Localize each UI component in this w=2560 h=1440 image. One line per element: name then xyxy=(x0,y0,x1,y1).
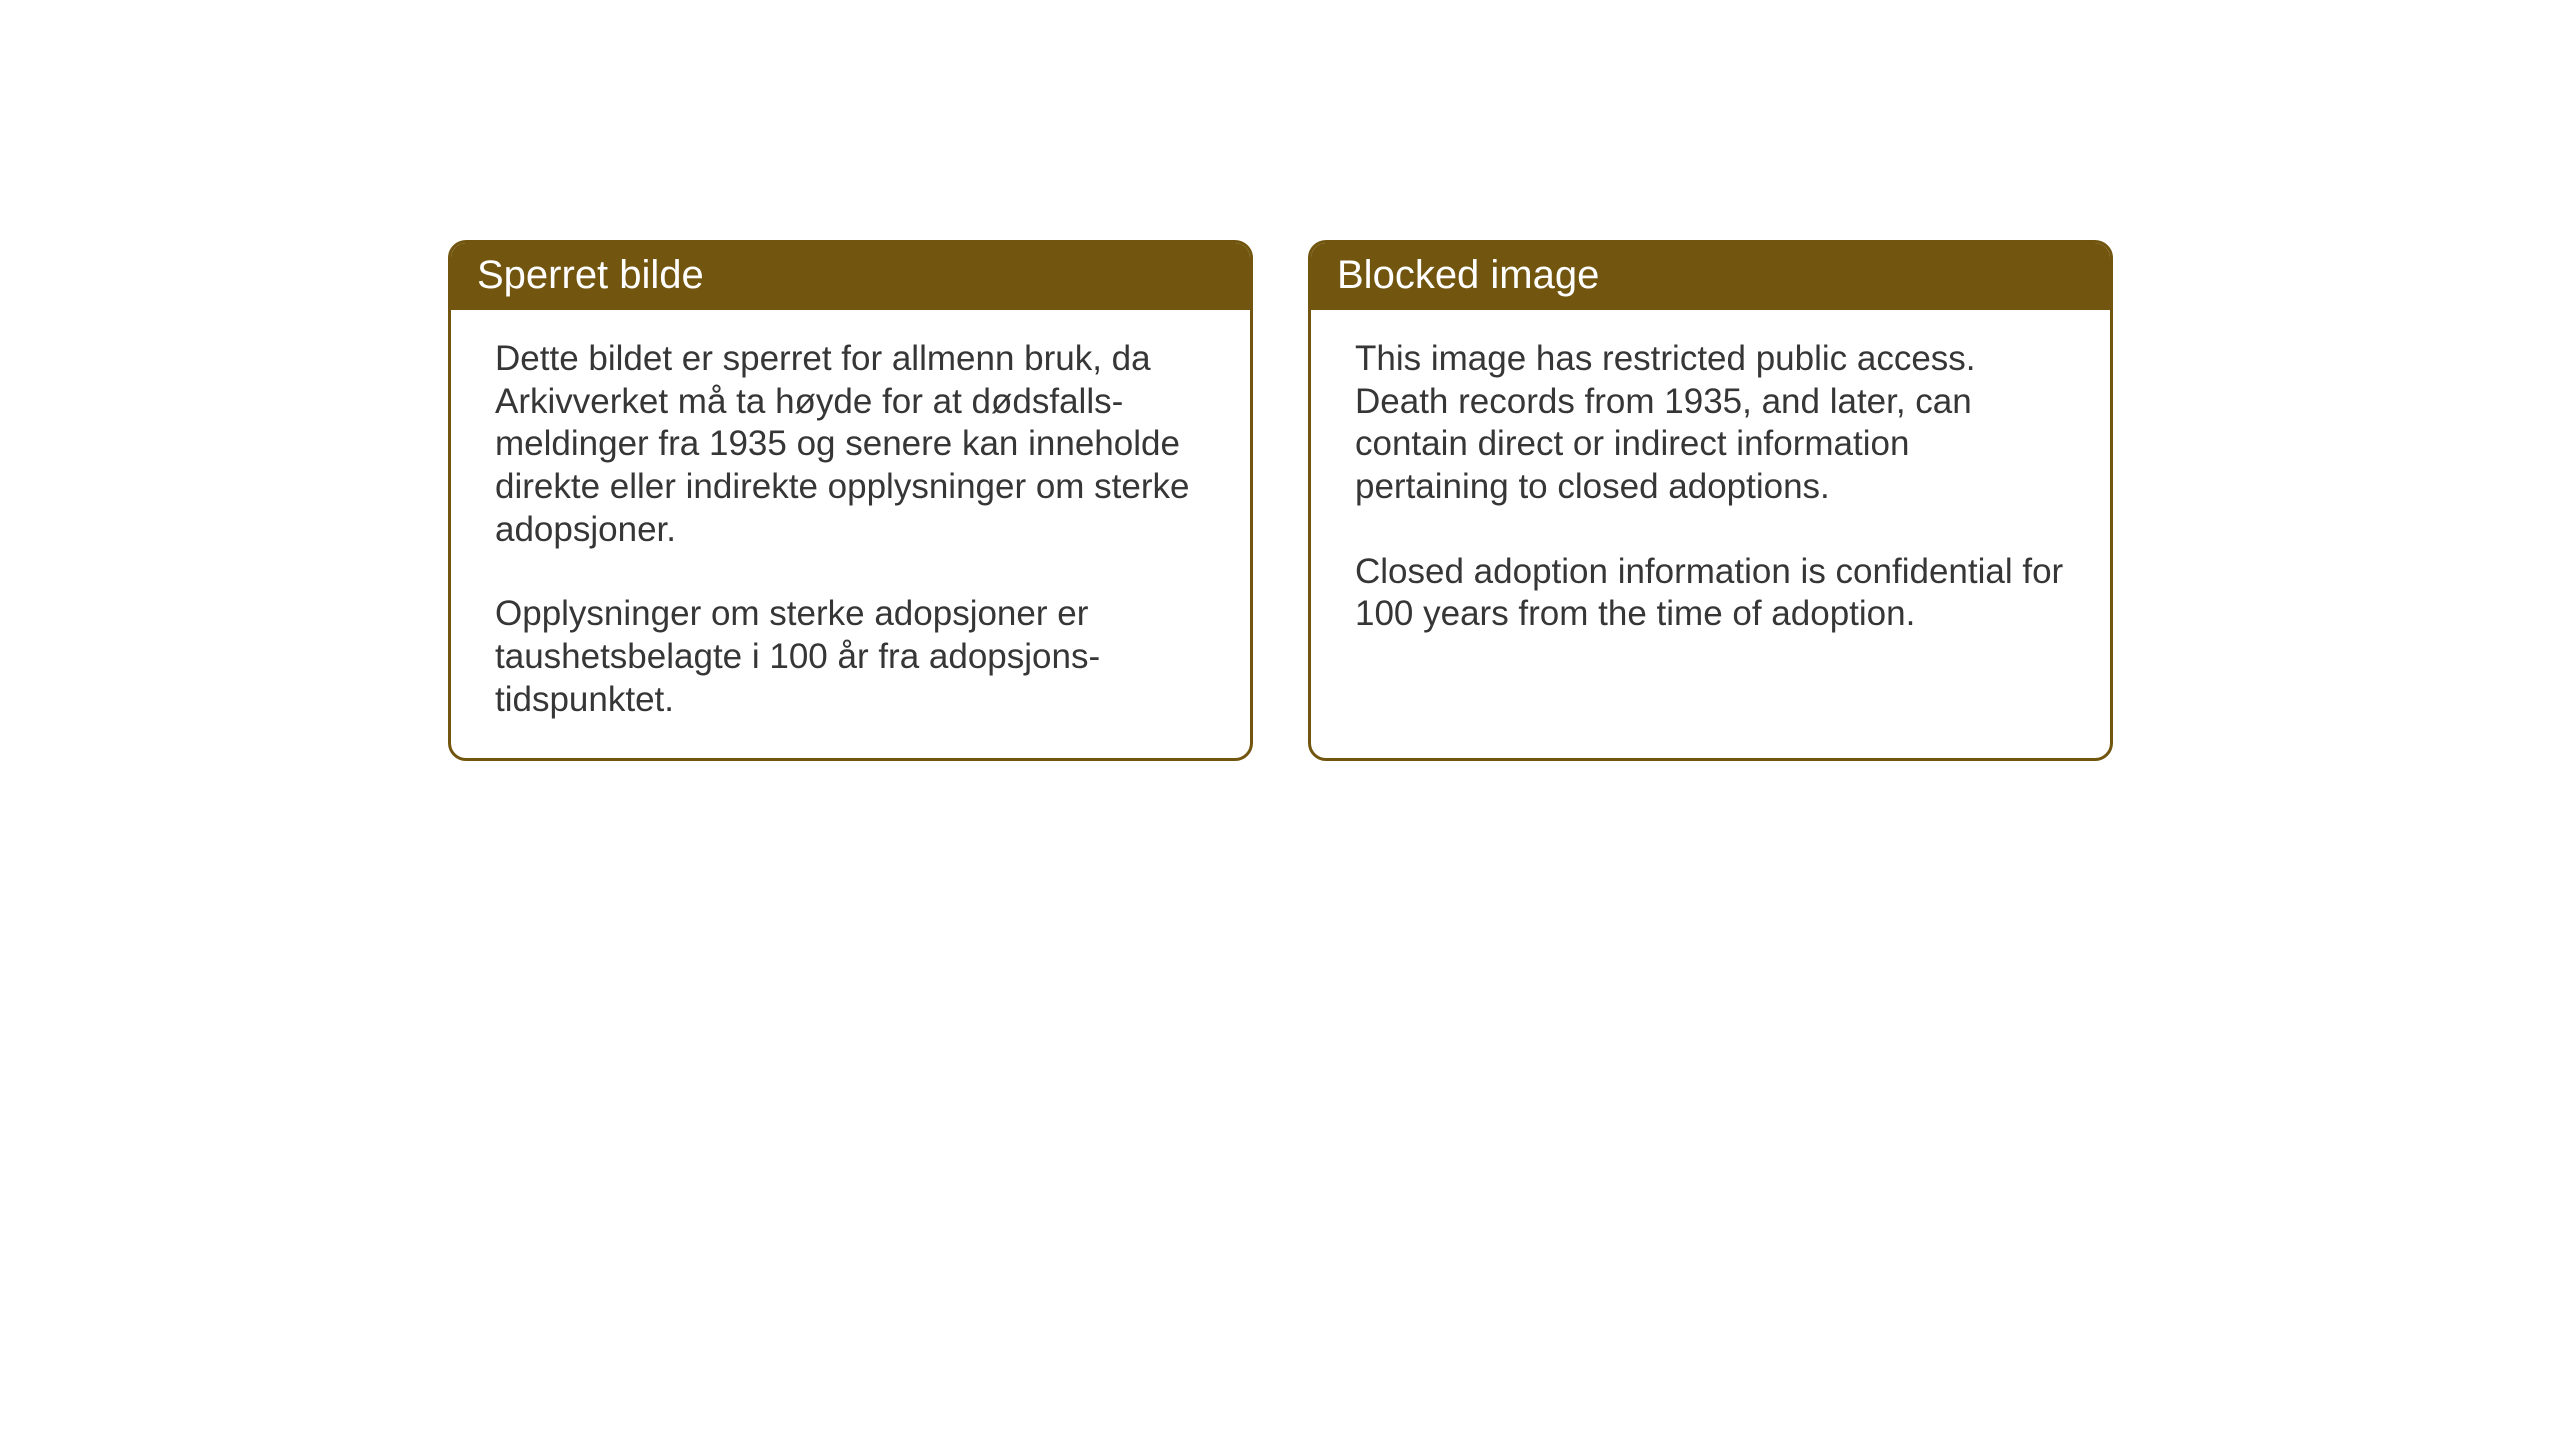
english-para-2: Closed adoption information is confident… xyxy=(1355,551,2066,636)
notice-container: Sperret bilde Dette bildet er sperret fo… xyxy=(448,240,2113,761)
norwegian-card-body: Dette bildet er sperret for allmenn bruk… xyxy=(451,310,1250,758)
english-notice-card: Blocked image This image has restricted … xyxy=(1308,240,2113,761)
norwegian-para-2: Opplysninger om sterke adopsjoner er tau… xyxy=(495,593,1206,721)
norwegian-card-title: Sperret bilde xyxy=(451,243,1250,310)
norwegian-para-1: Dette bildet er sperret for allmenn bruk… xyxy=(495,338,1206,551)
english-card-title: Blocked image xyxy=(1311,243,2110,310)
english-card-body: This image has restricted public access.… xyxy=(1311,310,2110,714)
english-para-1: This image has restricted public access.… xyxy=(1355,338,2066,509)
norwegian-notice-card: Sperret bilde Dette bildet er sperret fo… xyxy=(448,240,1253,761)
